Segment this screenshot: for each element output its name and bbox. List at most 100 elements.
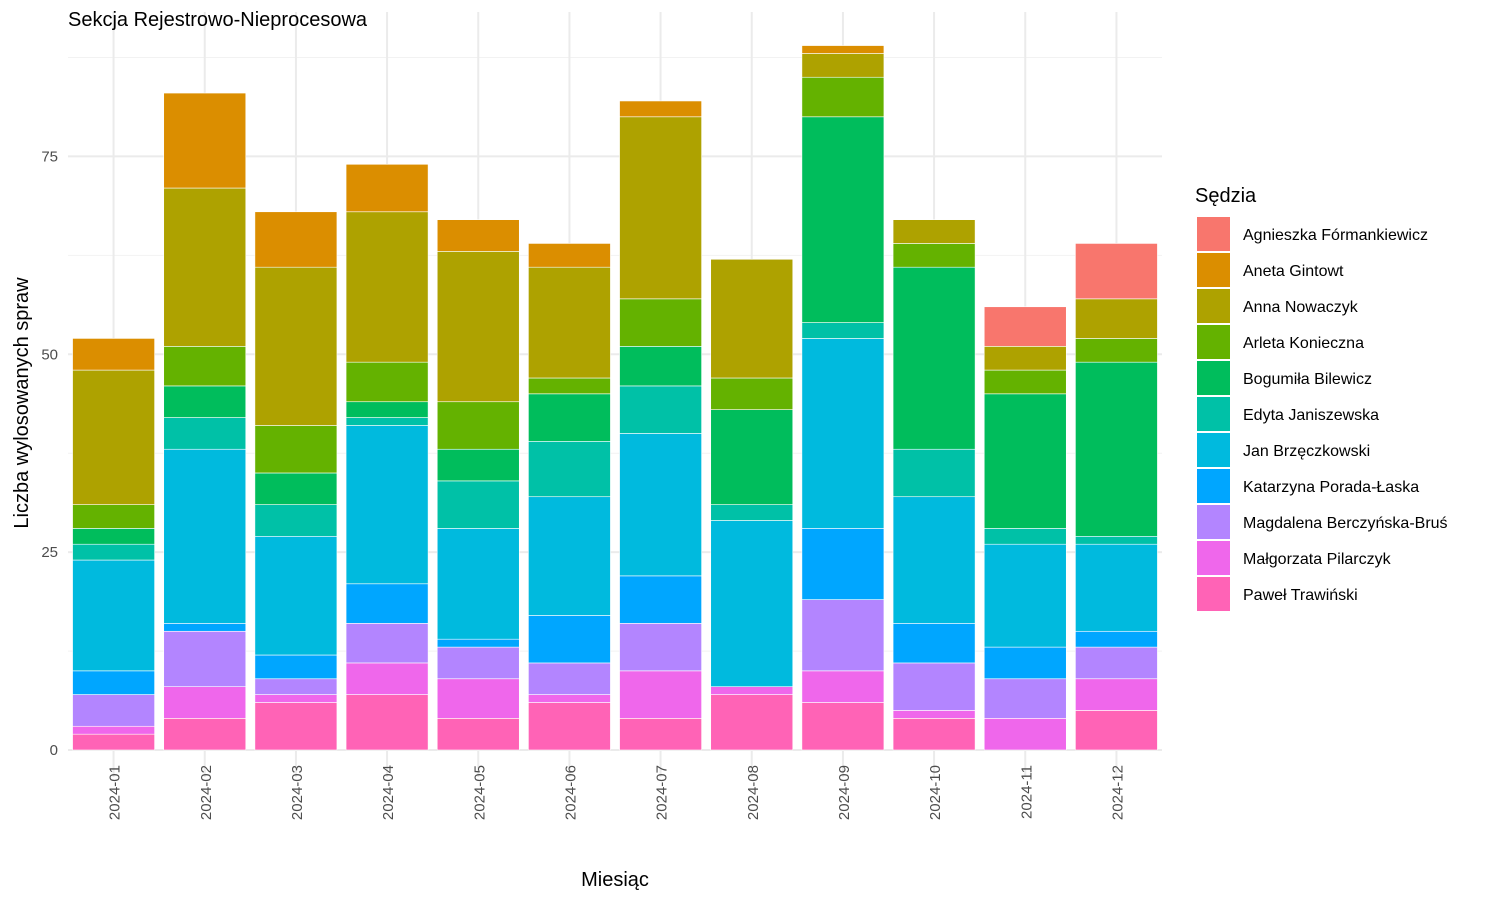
legend: Sędzia Agnieszka Fórmankiewicz Aneta Gint… (1195, 185, 1448, 611)
bar-segment (254, 211, 338, 268)
y-tick-label: 75 (41, 148, 58, 165)
bar-segment (801, 76, 885, 118)
bar-segment (528, 266, 611, 379)
bar-segment (163, 448, 247, 624)
bar-segment (801, 599, 885, 672)
bar-segment (983, 528, 1067, 545)
bar-segment (345, 623, 429, 664)
bar-segment (345, 583, 429, 624)
bar-segment (254, 678, 338, 695)
bars (72, 45, 1158, 751)
bar-segment (1075, 710, 1158, 751)
bar-segment (892, 718, 976, 751)
legend-label: Bogumiła Bilewicz (1243, 371, 1372, 388)
y-tick-labels: 0 25 50 75 (41, 148, 58, 759)
bar-segment (1075, 243, 1158, 300)
bar-segment (892, 623, 976, 664)
x-tick-label: 2024-05 (471, 765, 488, 820)
bar-segment (1075, 678, 1158, 711)
bar-segment (345, 211, 429, 363)
bar-segment (163, 630, 247, 687)
bar-segment (983, 646, 1067, 680)
bar-segment (163, 346, 247, 387)
x-tick-label: 2024-11 (1018, 765, 1035, 819)
legend-label: Jan Brzęczkowski (1243, 443, 1370, 460)
legend-label: Katarzyna Porada-Łaska (1243, 479, 1419, 496)
x-tick-label: 2024-10 (927, 765, 944, 820)
bar-segment (528, 702, 611, 751)
bar-segment (72, 559, 155, 672)
bar-segment (345, 694, 429, 751)
bar-segment (72, 733, 155, 751)
bar-segment (528, 615, 611, 664)
bar-segment (983, 346, 1067, 371)
legend-label: Małgorzata Pilarczyk (1243, 551, 1392, 568)
legend-label: Paweł Trawiński (1243, 587, 1358, 604)
x-axis-title: Miesiąc (581, 869, 649, 891)
bar-segment (254, 425, 338, 474)
bar-segment (801, 322, 885, 339)
legend-key (1197, 289, 1230, 323)
legend-key (1197, 325, 1230, 359)
bar-segment (619, 718, 702, 751)
bar-segment (619, 116, 702, 300)
bar-segment (528, 496, 611, 616)
bar-segment (163, 718, 247, 751)
legend-title: Sędzia (1195, 185, 1257, 207)
legend-key (1197, 217, 1230, 251)
bar-segment (710, 409, 794, 505)
bar-segment (619, 100, 702, 118)
legend-label: Anna Nowaczyk (1243, 299, 1359, 316)
legend-key (1197, 577, 1230, 611)
bar-segment (710, 504, 794, 521)
legend-key (1197, 253, 1230, 287)
legend-key (1197, 361, 1230, 395)
bar-segment (1075, 535, 1158, 545)
bar-segment (254, 266, 338, 426)
bar-segment (436, 646, 520, 680)
bar-segment (163, 385, 247, 418)
bar-segment (710, 258, 794, 379)
bar-segment (892, 266, 976, 450)
bar-segment (345, 417, 429, 426)
bar-segment (254, 694, 338, 703)
bar-segment (163, 686, 247, 719)
bar-segment (72, 670, 155, 695)
bar-segment (801, 528, 885, 600)
bar-segment (892, 243, 976, 268)
bar-segment (436, 678, 520, 719)
bar-segment (1075, 338, 1158, 363)
x-tick-label: 2024-03 (289, 765, 306, 820)
bar-segment (72, 528, 155, 545)
bar-segment (163, 187, 247, 347)
bar-segment (254, 702, 338, 751)
bar-segment (436, 251, 520, 403)
bar-segment (801, 53, 885, 78)
bar-segment (436, 528, 520, 640)
bar-segment (801, 702, 885, 751)
bar-segment (801, 670, 885, 703)
bar-segment (254, 535, 338, 656)
bar-segment (619, 346, 702, 387)
bar-segment (528, 393, 611, 442)
bar-segment (983, 718, 1067, 751)
bar-segment (436, 401, 520, 450)
bar-segment (710, 694, 794, 751)
bar-segment (528, 377, 611, 395)
legend-key (1197, 541, 1230, 575)
bar-segment (619, 575, 702, 624)
x-tick-label: 2024-07 (654, 765, 671, 820)
bar-segment (619, 385, 702, 434)
bar-segment (801, 45, 885, 54)
x-tick-label: 2024-04 (380, 765, 397, 820)
bar-segment (436, 219, 520, 252)
bar-segment (528, 694, 611, 703)
bar-segment (1075, 630, 1158, 648)
bar-segment (163, 92, 247, 189)
y-tick-label: 0 (50, 742, 58, 759)
y-tick-label: 50 (41, 346, 58, 363)
bar-segment (345, 361, 429, 403)
bar-segment (892, 219, 976, 244)
bar-segment (436, 638, 520, 648)
